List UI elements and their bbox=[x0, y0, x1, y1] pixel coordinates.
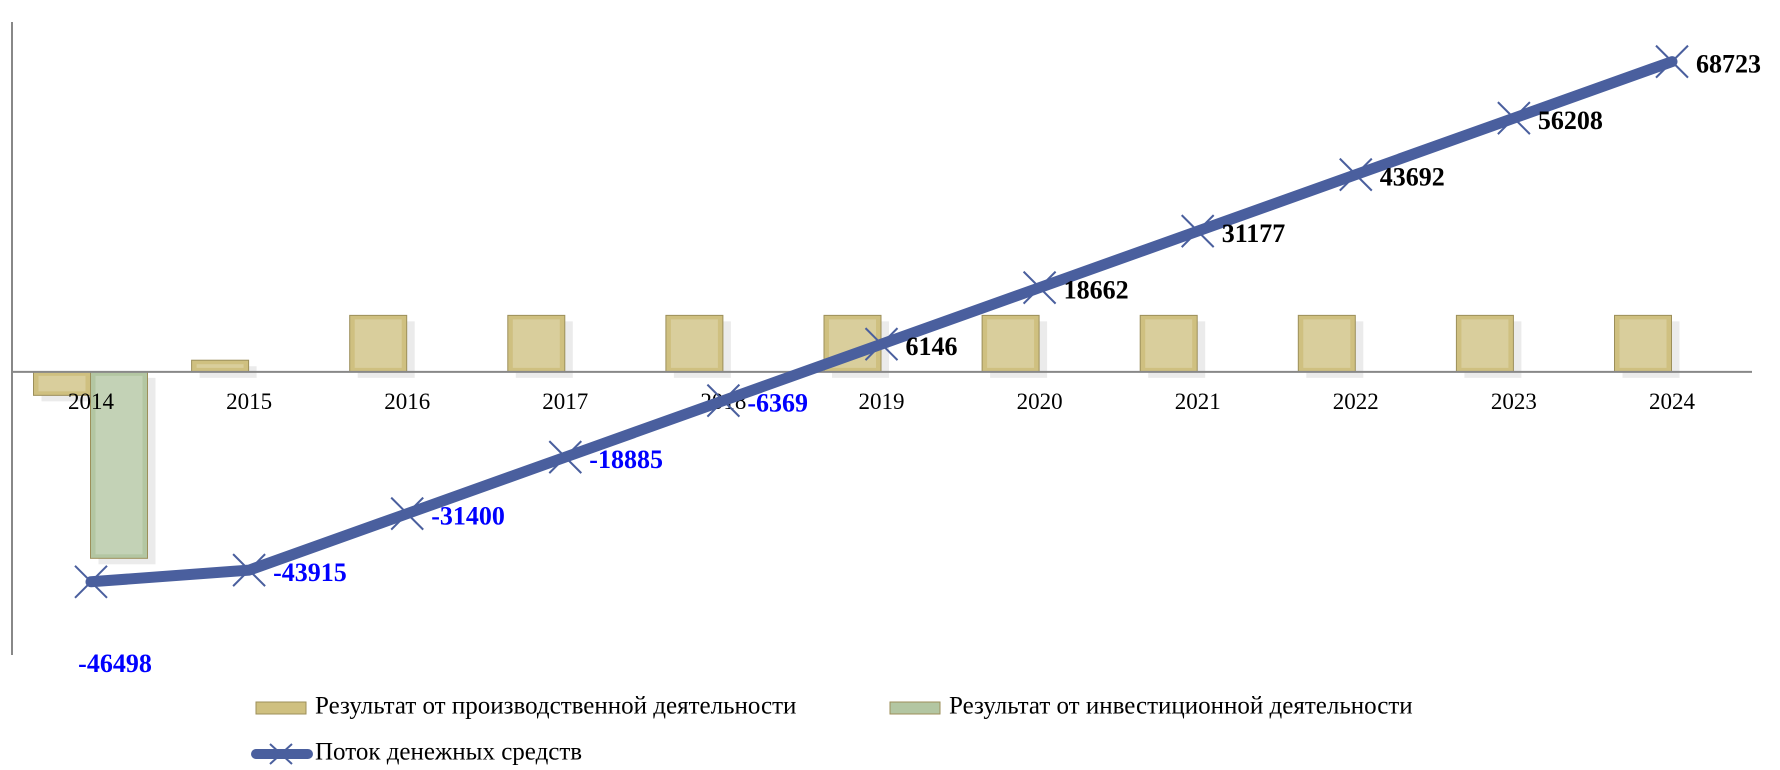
bar-bevel bbox=[196, 364, 244, 368]
marker bbox=[1339, 157, 1373, 192]
x-tick-label: 2023 bbox=[1491, 389, 1537, 414]
x-tick-label: 2022 bbox=[1333, 389, 1379, 414]
x-tick-label: 2020 bbox=[1017, 389, 1063, 414]
bar-bevel bbox=[1145, 319, 1193, 368]
marker bbox=[548, 440, 583, 474]
x-tick-label: 2021 bbox=[1175, 389, 1221, 414]
bar bbox=[507, 314, 566, 373]
legend-label: Поток денежных средств bbox=[315, 739, 582, 766]
bar bbox=[981, 314, 1040, 373]
marker bbox=[706, 383, 741, 418]
marker bbox=[74, 565, 108, 599]
bar bbox=[1297, 314, 1356, 373]
data-label: -43915 bbox=[273, 558, 347, 587]
bar-bevel bbox=[354, 319, 402, 368]
data-label: -6369 bbox=[747, 389, 808, 418]
marker bbox=[864, 327, 899, 361]
bar bbox=[1455, 314, 1514, 373]
x-tick-label: 2014 bbox=[68, 389, 115, 414]
bar bbox=[665, 314, 724, 373]
data-label: -46498 bbox=[78, 649, 152, 678]
legend-swatch bbox=[889, 701, 941, 715]
legend-label: Результат от производственной деятельнос… bbox=[315, 693, 796, 720]
data-label: 6146 bbox=[906, 332, 958, 361]
legend-swatch bbox=[255, 701, 307, 715]
marker bbox=[1180, 214, 1215, 248]
data-label: -31400 bbox=[431, 502, 505, 531]
bar-bevel bbox=[1619, 319, 1667, 368]
marker bbox=[1022, 270, 1057, 305]
bar bbox=[90, 371, 148, 559]
bar bbox=[1614, 314, 1672, 373]
bar-bevel bbox=[38, 375, 86, 392]
legend-label: Результат от инвестиционной деятельности bbox=[949, 693, 1413, 720]
bar-bevel bbox=[512, 319, 560, 368]
x-tick-label: 2024 bbox=[1649, 389, 1696, 414]
bar-bevel bbox=[1461, 319, 1509, 368]
bar-bevel bbox=[1303, 319, 1351, 368]
data-label: 18662 bbox=[1064, 276, 1129, 305]
data-label: 68723 bbox=[1696, 50, 1761, 79]
x-tick-label: 2015 bbox=[226, 389, 272, 414]
data-label: 56208 bbox=[1538, 106, 1603, 135]
legend-marker bbox=[269, 743, 293, 765]
bar-bevel bbox=[95, 375, 143, 555]
data-label: -18885 bbox=[589, 445, 663, 474]
x-tick-label: 2016 bbox=[384, 389, 430, 414]
x-tick-label: 2019 bbox=[859, 389, 905, 414]
data-label: 43692 bbox=[1380, 163, 1445, 192]
marker bbox=[390, 496, 424, 531]
bar-bevel bbox=[987, 319, 1035, 368]
marker bbox=[1497, 101, 1531, 135]
bar-bevel bbox=[670, 319, 718, 368]
marker bbox=[232, 553, 266, 587]
marker bbox=[1655, 44, 1689, 79]
data-label: 31177 bbox=[1222, 219, 1286, 248]
x-tick-label: 2017 bbox=[542, 389, 588, 414]
